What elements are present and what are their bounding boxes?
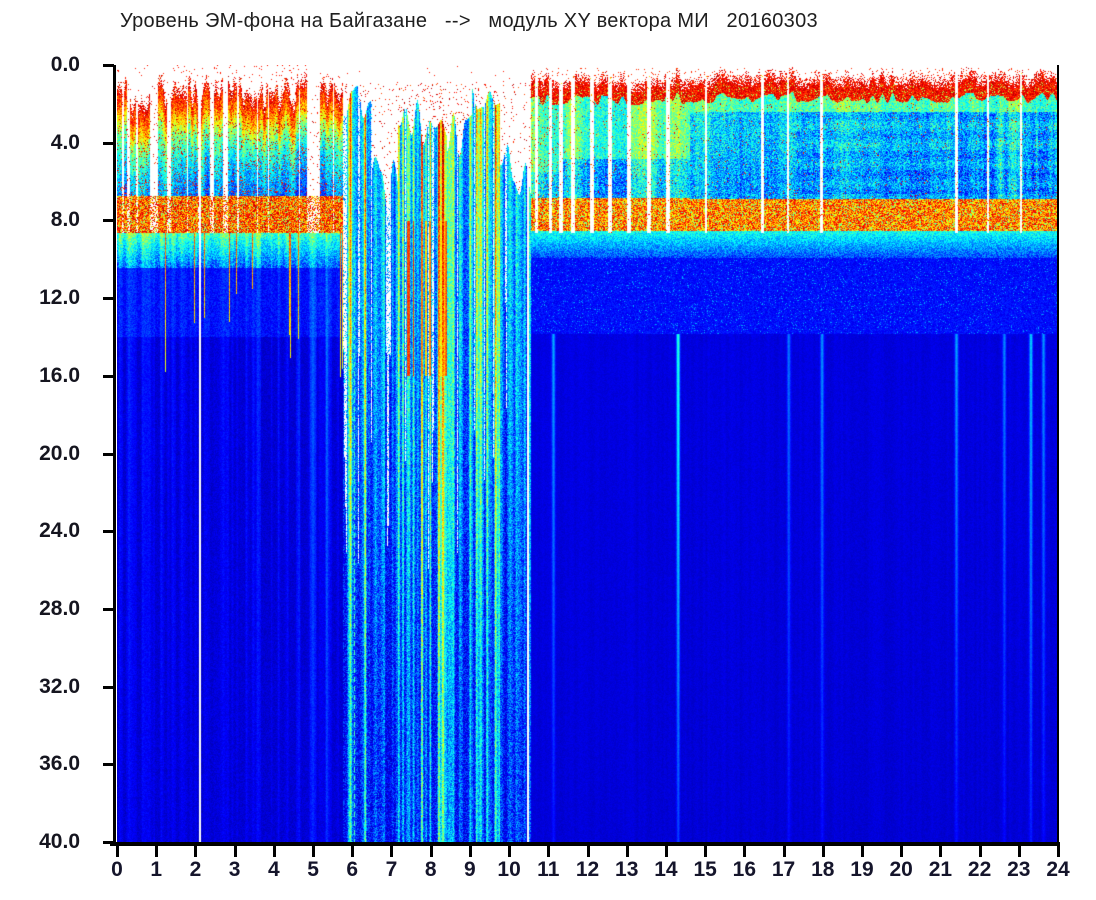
y-tick-mark	[103, 685, 114, 689]
x-tick-mark	[272, 846, 276, 857]
spectrogram-canvas	[117, 65, 1058, 842]
x-tick-mark	[468, 846, 472, 857]
x-tick-label: 23	[1007, 858, 1031, 881]
x-tick-label: 8	[424, 858, 437, 881]
x-tick-label: 7	[385, 858, 398, 881]
y-tick-label: 36.0	[39, 752, 80, 776]
y-tick-mark	[103, 530, 114, 534]
x-tick-mark	[743, 846, 747, 857]
y-tick-mark	[103, 763, 114, 767]
x-tick-label: 9	[464, 858, 476, 881]
x-tick-mark	[900, 846, 904, 857]
x-tick-mark	[194, 846, 198, 857]
y-tick-label: 28.0	[39, 596, 80, 620]
x-tick-mark	[312, 846, 316, 857]
y-tick-label: 24.0	[39, 519, 80, 543]
plot-right-border	[1057, 65, 1059, 842]
x-tick-mark	[1017, 846, 1021, 857]
x-axis-line	[110, 842, 1060, 846]
x-tick-mark	[429, 846, 433, 857]
y-tick-mark	[103, 452, 114, 456]
y-tick-label: 16.0	[39, 363, 80, 387]
x-tick-mark	[939, 846, 943, 857]
x-tick-label: 13	[615, 858, 639, 881]
x-tick-label: 11	[537, 858, 560, 881]
y-tick-label: 0.0	[50, 53, 80, 76]
y-tick-label: 20.0	[39, 441, 80, 465]
y-tick-mark	[103, 64, 114, 67]
x-tick-label: 4	[267, 858, 280, 881]
y-tick-mark	[103, 841, 114, 844]
x-tick-mark	[1057, 846, 1060, 857]
chart-title: Уровень ЭМ-фона на Байгазане --> модуль …	[120, 10, 818, 32]
y-tick-label: 8.0	[50, 208, 80, 232]
x-tick-label: 2	[189, 858, 202, 881]
x-tick-label: 17	[771, 858, 796, 881]
x-tick-mark	[351, 846, 355, 857]
y-tick-mark	[103, 374, 114, 378]
x-tick-mark	[860, 846, 864, 857]
x-tick-label: 22	[967, 858, 992, 881]
y-tick-mark	[103, 141, 114, 145]
x-tick-label: 15	[693, 858, 717, 881]
y-tick-label: 40.0	[39, 830, 80, 853]
x-tick-label: 21	[928, 858, 953, 881]
x-tick-label: 1	[150, 858, 163, 881]
x-tick-label: 14	[654, 858, 678, 881]
x-tick-mark	[116, 846, 119, 857]
x-tick-label: 5	[307, 858, 319, 881]
x-tick-mark	[664, 846, 668, 857]
x-tick-mark	[625, 846, 629, 857]
x-tick-mark	[586, 846, 590, 857]
y-tick-mark	[103, 219, 114, 223]
x-tick-label: 18	[811, 858, 835, 881]
x-tick-mark	[782, 846, 786, 857]
y-tick-label: 12.0	[39, 286, 80, 310]
x-tick-label: 10	[497, 858, 521, 881]
y-tick-mark	[103, 607, 114, 611]
y-tick-mark	[103, 297, 114, 301]
x-tick-label: 3	[228, 858, 241, 881]
x-tick-label: 24	[1046, 858, 1070, 881]
y-tick-label: 4.0	[50, 130, 80, 154]
x-tick-label: 0	[111, 858, 123, 881]
x-tick-label: 19	[850, 858, 874, 881]
x-tick-label: 6	[346, 858, 359, 881]
x-tick-mark	[704, 846, 708, 857]
x-tick-mark	[978, 846, 982, 857]
y-tick-label: 32.0	[39, 674, 80, 698]
x-tick-label: 12	[575, 858, 600, 881]
x-tick-mark	[233, 846, 237, 857]
x-tick-label: 20	[889, 858, 913, 881]
x-tick-mark	[547, 846, 551, 857]
x-tick-mark	[155, 846, 159, 857]
y-axis-line	[113, 65, 116, 846]
x-tick-mark	[508, 846, 512, 857]
x-tick-mark	[390, 846, 394, 857]
x-tick-mark	[821, 846, 825, 857]
x-tick-label: 16	[732, 858, 756, 881]
